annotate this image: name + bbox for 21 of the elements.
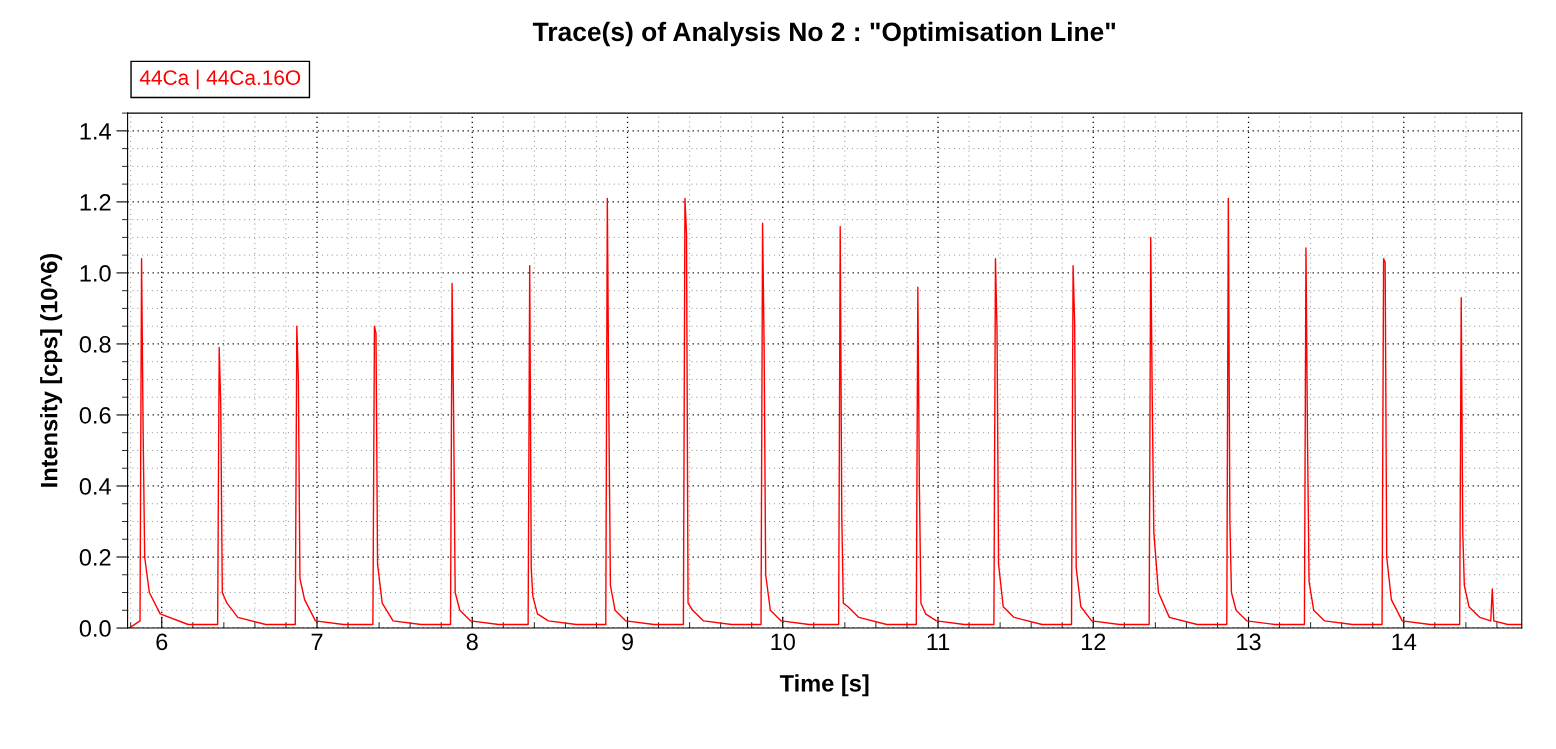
- y-tick-label: 1.2: [80, 193, 111, 211]
- x-tick-label: 11: [927, 633, 950, 651]
- text: 44Ca | 44Ca.16O: [139, 69, 301, 90]
- x-tick-label: 6: [156, 633, 168, 651]
- y-tick-label: 0.0: [79, 620, 111, 637]
- x-tick-label: 13: [1237, 633, 1261, 651]
- y-tick-label: 1.4: [80, 123, 111, 140]
- y-axis-title: Intensity [cps] (10^6): [40, 253, 63, 487]
- x-tick-label: 10: [771, 633, 795, 651]
- x-tick-label: 14: [1392, 633, 1417, 651]
- y-tick-label: 0.8: [79, 336, 111, 353]
- y-tick-label: 1.0: [80, 264, 111, 282]
- x-tick-label: 7: [311, 633, 323, 651]
- x-tick-label: 8: [466, 633, 478, 651]
- y-tick-label: 0.2: [79, 549, 111, 566]
- x-tick-label: 12: [1081, 633, 1106, 651]
- chart-title: Trace(s) of Analysis No 2 : "Optimisation Line": [532, 21, 1116, 47]
- x-tick-label: 9: [622, 633, 633, 651]
- x-axis-title: Time [s]: [779, 674, 869, 697]
- y-tick-label: 0.4: [79, 478, 111, 495]
- y-tick-label: 0.6: [79, 407, 111, 424]
